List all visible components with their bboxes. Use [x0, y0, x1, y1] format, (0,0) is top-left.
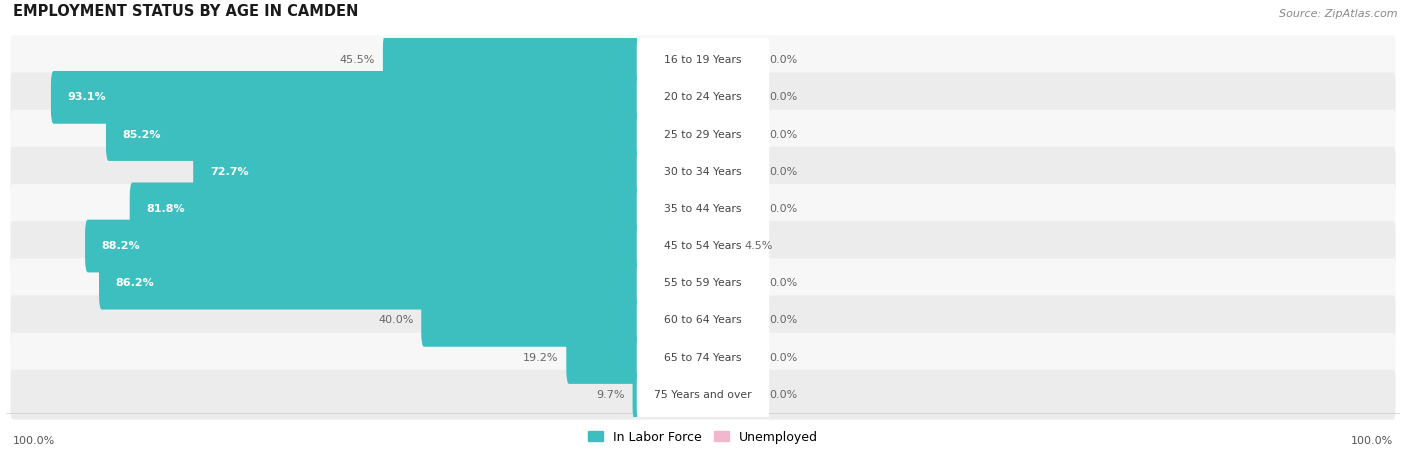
FancyBboxPatch shape — [10, 332, 1396, 382]
Text: 20 to 24 Years: 20 to 24 Years — [664, 92, 742, 102]
Text: 60 to 64 Years: 60 to 64 Years — [664, 315, 742, 325]
Text: 40.0%: 40.0% — [378, 315, 413, 325]
FancyBboxPatch shape — [10, 147, 1396, 197]
Text: 0.0%: 0.0% — [769, 55, 797, 65]
Text: 65 to 74 Years: 65 to 74 Years — [664, 353, 742, 363]
Text: 88.2%: 88.2% — [101, 241, 141, 251]
FancyBboxPatch shape — [700, 220, 737, 272]
Text: 0.0%: 0.0% — [769, 278, 797, 288]
FancyBboxPatch shape — [567, 331, 706, 384]
FancyBboxPatch shape — [193, 145, 706, 198]
FancyBboxPatch shape — [637, 291, 769, 350]
FancyBboxPatch shape — [637, 179, 769, 239]
Text: 25 to 29 Years: 25 to 29 Years — [664, 129, 742, 139]
FancyBboxPatch shape — [10, 258, 1396, 308]
Text: 75 Years and over: 75 Years and over — [654, 390, 752, 400]
FancyBboxPatch shape — [637, 365, 769, 424]
FancyBboxPatch shape — [700, 145, 762, 198]
FancyBboxPatch shape — [637, 216, 769, 276]
Text: 85.2%: 85.2% — [122, 129, 162, 139]
FancyBboxPatch shape — [10, 295, 1396, 345]
FancyBboxPatch shape — [700, 183, 762, 235]
FancyBboxPatch shape — [10, 370, 1396, 419]
FancyBboxPatch shape — [700, 71, 762, 124]
FancyBboxPatch shape — [10, 184, 1396, 234]
FancyBboxPatch shape — [700, 257, 762, 309]
FancyBboxPatch shape — [98, 257, 706, 309]
FancyBboxPatch shape — [10, 110, 1396, 160]
Text: 0.0%: 0.0% — [769, 204, 797, 214]
FancyBboxPatch shape — [700, 368, 762, 421]
FancyBboxPatch shape — [637, 253, 769, 313]
Text: 0.0%: 0.0% — [769, 315, 797, 325]
FancyBboxPatch shape — [86, 220, 706, 272]
FancyBboxPatch shape — [51, 71, 706, 124]
FancyBboxPatch shape — [637, 105, 769, 164]
FancyBboxPatch shape — [10, 73, 1396, 122]
FancyBboxPatch shape — [637, 142, 769, 201]
Text: 55 to 59 Years: 55 to 59 Years — [664, 278, 742, 288]
Text: 0.0%: 0.0% — [769, 129, 797, 139]
Text: 16 to 19 Years: 16 to 19 Years — [664, 55, 742, 65]
FancyBboxPatch shape — [700, 108, 762, 161]
FancyBboxPatch shape — [633, 368, 706, 421]
FancyBboxPatch shape — [700, 34, 762, 87]
Text: Source: ZipAtlas.com: Source: ZipAtlas.com — [1279, 9, 1398, 19]
FancyBboxPatch shape — [10, 35, 1396, 85]
Text: 0.0%: 0.0% — [769, 92, 797, 102]
Text: 4.5%: 4.5% — [745, 241, 773, 251]
Text: 72.7%: 72.7% — [209, 167, 249, 177]
FancyBboxPatch shape — [422, 294, 706, 347]
FancyBboxPatch shape — [700, 331, 762, 384]
Text: 86.2%: 86.2% — [115, 278, 155, 288]
Text: 9.7%: 9.7% — [596, 390, 624, 400]
Text: 45 to 54 Years: 45 to 54 Years — [664, 241, 742, 251]
FancyBboxPatch shape — [105, 108, 706, 161]
FancyBboxPatch shape — [382, 34, 706, 87]
Text: 45.5%: 45.5% — [340, 55, 375, 65]
Text: 0.0%: 0.0% — [769, 353, 797, 363]
Text: 93.1%: 93.1% — [67, 92, 107, 102]
Text: EMPLOYMENT STATUS BY AGE IN CAMDEN: EMPLOYMENT STATUS BY AGE IN CAMDEN — [13, 4, 359, 19]
FancyBboxPatch shape — [637, 31, 769, 90]
Text: 81.8%: 81.8% — [146, 204, 186, 214]
Text: 100.0%: 100.0% — [13, 436, 55, 446]
Text: 30 to 34 Years: 30 to 34 Years — [664, 167, 742, 177]
Text: 0.0%: 0.0% — [769, 167, 797, 177]
Text: 0.0%: 0.0% — [769, 390, 797, 400]
FancyBboxPatch shape — [700, 294, 762, 347]
Text: 35 to 44 Years: 35 to 44 Years — [664, 204, 742, 214]
Text: 19.2%: 19.2% — [523, 353, 558, 363]
FancyBboxPatch shape — [637, 68, 769, 127]
FancyBboxPatch shape — [129, 183, 706, 235]
FancyBboxPatch shape — [637, 328, 769, 387]
Text: 100.0%: 100.0% — [1351, 436, 1393, 446]
FancyBboxPatch shape — [10, 221, 1396, 271]
Legend: In Labor Force, Unemployed: In Labor Force, Unemployed — [583, 426, 823, 449]
